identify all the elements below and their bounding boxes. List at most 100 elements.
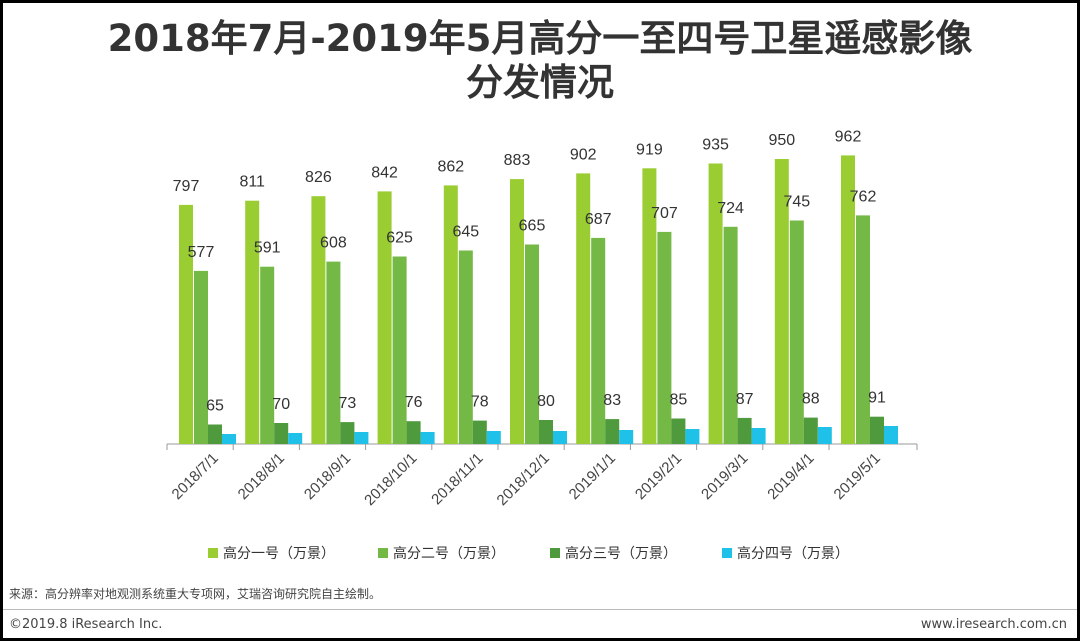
- bar-series3-2018-7-1: [208, 424, 222, 444]
- bar-series4-2018-12-1: [553, 431, 567, 444]
- copyright-text: ©2019.8 iResearch Inc.: [9, 617, 163, 632]
- bar-series1-2018-12-1: [510, 179, 524, 444]
- data-label-series2: 687: [585, 211, 612, 228]
- data-label-series3: 73: [339, 395, 357, 412]
- data-label-series2: 577: [188, 244, 215, 261]
- x-tick-label: 2018/11/1: [428, 450, 486, 508]
- data-label-series2: 608: [320, 235, 347, 252]
- bar-series1-2019-1-1: [576, 173, 591, 444]
- bar-series2-2018-11-1: [458, 250, 473, 444]
- data-label-series3: 85: [670, 392, 688, 409]
- data-label-series2: 745: [783, 194, 810, 211]
- legend-label-series1: 高分一号（万景）: [223, 545, 335, 562]
- website-link[interactable]: www.iresearch.com.cn: [920, 617, 1067, 632]
- bar-series4-2019-3-1: [751, 428, 766, 444]
- data-label-series2: 645: [452, 224, 479, 241]
- bar-series3-2018-10-1: [406, 421, 421, 444]
- legend-swatch-series2: [378, 548, 388, 558]
- x-tick-label: 2019/3/1: [698, 450, 751, 503]
- bar-series2-2018-12-1: [525, 244, 539, 444]
- bar-series3-2019-4-1: [803, 417, 818, 444]
- bar-series3-2019-2-1: [671, 418, 686, 444]
- chart-title: 2018年7月-2019年5月高分一至四号卫星遥感影像 分发情况: [3, 17, 1077, 105]
- data-label-series1: 935: [702, 137, 729, 154]
- bar-series1-2018-9-1: [311, 196, 326, 444]
- chart-frame: 2018年7月-2019年5月高分一至四号卫星遥感影像 分发情况 797 577 6…: [3, 3, 1077, 638]
- bar-series3-2018-11-1: [472, 420, 487, 444]
- data-label-series1: 842: [371, 164, 398, 181]
- bar-series2-2018-9-1: [326, 261, 341, 444]
- data-label-series3: 91: [868, 390, 886, 407]
- chart-title-line2: 分发情况: [466, 61, 614, 104]
- data-label-series2: 625: [386, 230, 413, 247]
- bar-series4-2018-9-1: [354, 432, 369, 444]
- data-label-series1: 826: [305, 169, 332, 186]
- bar-series4-2018-11-1: [486, 431, 501, 444]
- bar-series1-2018-10-1: [377, 191, 392, 444]
- data-label-series1: 902: [570, 146, 597, 163]
- bar-series4-2019-2-1: [685, 429, 700, 444]
- legend-swatch-series1: [208, 548, 218, 558]
- data-label-series2: 762: [850, 188, 877, 205]
- footer-divider: [3, 609, 1077, 610]
- bar-series3-2018-12-1: [539, 420, 553, 444]
- x-tick-label: 2018/10/1: [361, 450, 420, 509]
- data-label-series1: 811: [239, 174, 265, 191]
- bar-series4-2019-4-1: [817, 427, 832, 444]
- bar-series4-2018-10-1: [420, 432, 435, 444]
- data-label-series3: 78: [471, 394, 489, 411]
- data-label-series1: 883: [504, 152, 531, 169]
- bar-series2-2019-4-1: [789, 220, 804, 444]
- bar-series3-2018-8-1: [274, 423, 289, 444]
- x-tick-label: 2019/4/1: [764, 450, 817, 503]
- x-tick-label: 2019/1/1: [566, 450, 619, 503]
- bar-series3-2019-5-1: [870, 416, 884, 444]
- bar-series2-2019-2-1: [657, 231, 672, 444]
- data-label-series2: 665: [519, 218, 546, 235]
- source-note: 来源：高分辨率对地观测系统重大专项网，艾瑞咨询研究院自主绘制。: [9, 587, 382, 601]
- bar-series1-2019-2-1: [642, 168, 657, 445]
- bar-series2-2018-8-1: [260, 266, 275, 444]
- x-tick-label: 2019/5/1: [831, 450, 884, 503]
- bar-series4-2019-1-1: [619, 430, 634, 444]
- legend-label-series3: 高分三号（万景）: [565, 545, 677, 562]
- data-label-series3: 83: [603, 392, 621, 409]
- chart-title-line1: 2018年7月-2019年5月高分一至四号卫星遥感影像: [107, 17, 973, 60]
- data-label-series3: 70: [272, 396, 290, 413]
- bar-series3-2019-1-1: [605, 419, 620, 444]
- bar-series2-2019-5-1: [856, 215, 870, 444]
- bar-series4-2019-5-1: [884, 426, 898, 444]
- bar-series1-2018-8-1: [245, 200, 260, 444]
- x-tick-label: 2018/7/1: [169, 450, 222, 503]
- data-label-series3: 80: [537, 393, 555, 410]
- bar-series4-2018-7-1: [222, 434, 236, 444]
- legend-swatch-series3: [550, 548, 560, 558]
- data-label-series1: 797: [173, 178, 200, 195]
- bar-series2-2019-3-1: [723, 226, 738, 444]
- data-label-series2: 707: [651, 205, 678, 222]
- x-tick-label: 2019/2/1: [632, 450, 685, 503]
- data-label-series2: 591: [254, 240, 281, 257]
- bar-series1-2019-3-1: [708, 163, 723, 444]
- bar-series2-2019-1-1: [591, 237, 606, 444]
- x-tick-label: 2018/12/1: [494, 450, 553, 509]
- bar-series4-2018-8-1: [288, 433, 303, 444]
- data-label-series3: 88: [802, 391, 820, 408]
- data-label-series1: 919: [636, 141, 663, 158]
- bar-chart: 797 577 65 2018/7/1 811 591 70 2018/8/1 826 608 73…: [166, 128, 918, 562]
- data-label-series1: 950: [768, 132, 795, 149]
- data-label-series1: 862: [437, 158, 464, 175]
- bar-series1-2018-11-1: [443, 185, 458, 444]
- bar-series1-2018-7-1: [179, 204, 193, 444]
- bar-series2-2018-10-1: [392, 256, 407, 444]
- legend-swatch-series4: [722, 548, 732, 558]
- bar-series1-2019-5-1: [841, 155, 855, 444]
- x-tick-label: 2018/8/1: [235, 450, 288, 503]
- bar-series2-2018-7-1: [194, 270, 208, 444]
- data-label-series3: 87: [736, 391, 754, 408]
- data-label-series3: 65: [206, 398, 224, 415]
- data-label-series1: 962: [835, 128, 862, 145]
- bar-series3-2018-9-1: [340, 422, 355, 444]
- bar-series1-2019-4-1: [774, 159, 789, 444]
- legend-label-series2: 高分二号（万景）: [393, 545, 505, 562]
